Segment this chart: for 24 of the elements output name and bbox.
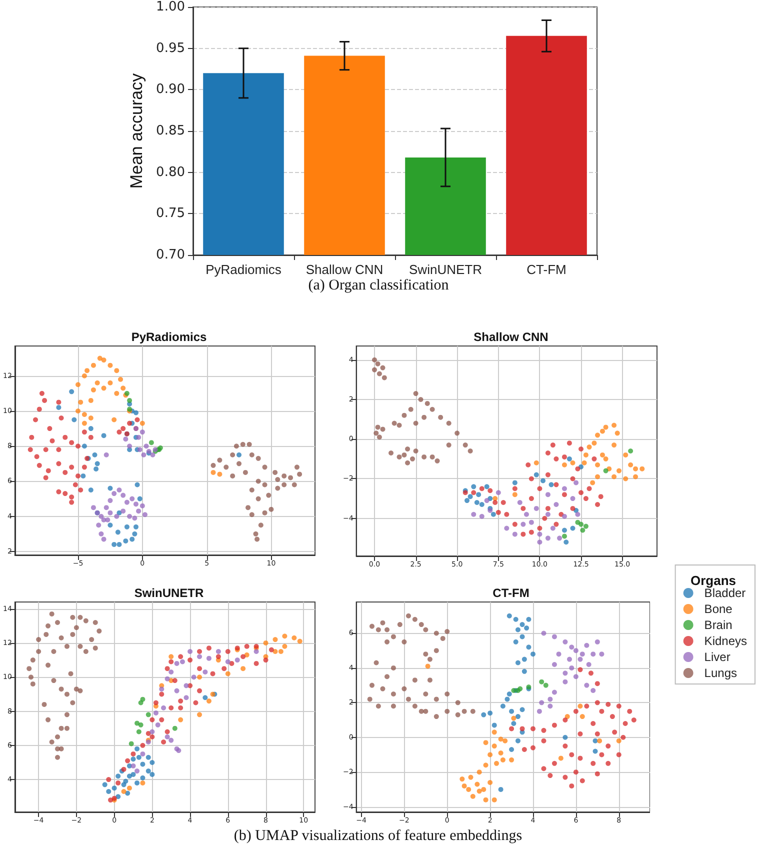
legend-label: Brain: [704, 618, 732, 632]
x-tick-label: CT-FM: [526, 262, 566, 277]
x-tick-label: SwinUNETR: [409, 262, 482, 277]
y-tick-label: 0.75: [156, 206, 185, 222]
x-tick-label: PyRadiomics: [206, 262, 282, 277]
y-tick-label: 0.85: [156, 124, 185, 138]
chart-title: SwinUNETR: [134, 586, 204, 600]
legend-label: Lungs: [704, 666, 738, 680]
y-tick-label: 0.95: [156, 40, 185, 56]
legend-label: Bone: [704, 602, 733, 616]
chart-title: Shallow CNN: [474, 330, 548, 344]
y-tick-label: 0.80: [156, 164, 185, 180]
text: (a) Organ classification: [308, 278, 450, 294]
y-tick-label: 1.00: [156, 0, 185, 14]
y-tick-label: 0.70: [156, 248, 185, 262]
legend-label: Liver: [704, 650, 730, 664]
x-tick-label: Shallow CNN: [306, 262, 384, 277]
text: (b) UMAP visualizations of feature embeddings: [234, 828, 522, 845]
chart-title: PyRadiomics: [131, 330, 207, 344]
chart-title: CT-FM: [492, 586, 530, 600]
y-axis-title: Mean accuracy: [127, 72, 146, 189]
legend-label: Kidneys: [704, 634, 748, 648]
legend-title: Organs: [690, 573, 736, 588]
y-tick-label: 0.90: [156, 82, 185, 98]
